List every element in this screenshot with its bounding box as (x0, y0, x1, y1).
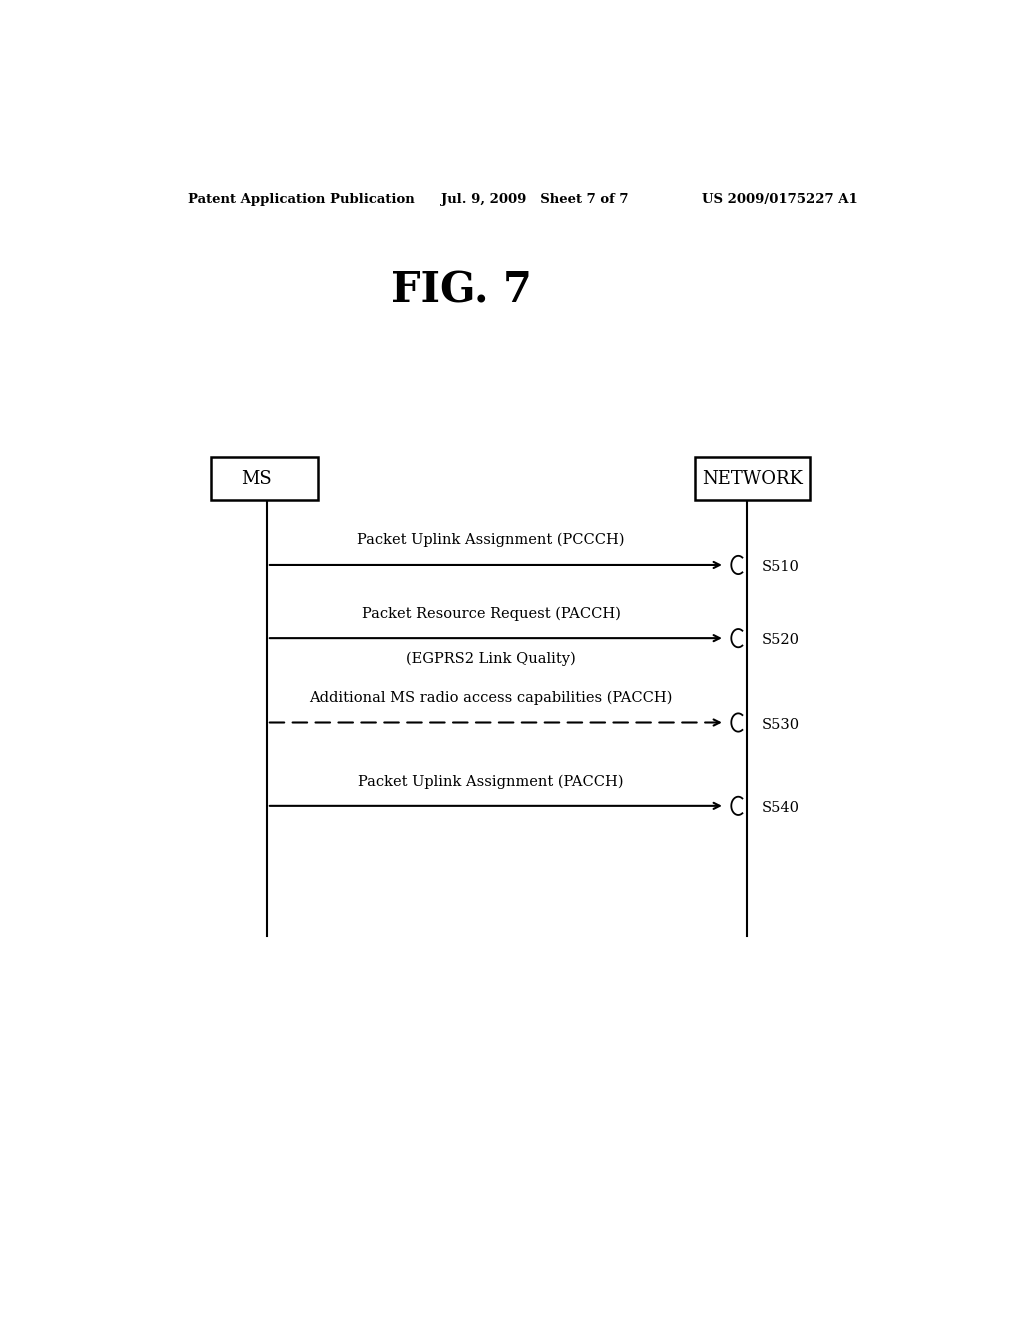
Text: US 2009/0175227 A1: US 2009/0175227 A1 (702, 193, 858, 206)
Text: FIG. 7: FIG. 7 (391, 269, 531, 312)
Text: Packet Resource Request (PACCH): Packet Resource Request (PACCH) (361, 606, 621, 620)
Text: (EGPRS2 Link Quality): (EGPRS2 Link Quality) (407, 651, 575, 665)
Bar (211, 457, 318, 500)
Text: S540: S540 (761, 801, 800, 814)
Text: Additional MS radio access capabilities (PACCH): Additional MS radio access capabilities … (309, 690, 673, 705)
Text: Packet Uplink Assignment (PACCH): Packet Uplink Assignment (PACCH) (358, 774, 624, 788)
Text: NETWORK: NETWORK (702, 470, 804, 487)
Text: Patent Application Publication: Patent Application Publication (187, 193, 415, 206)
Bar (695, 457, 811, 500)
Text: Packet Uplink Assignment (PCCCH): Packet Uplink Assignment (PCCCH) (357, 532, 625, 546)
Text: S510: S510 (761, 560, 799, 574)
Text: Jul. 9, 2009   Sheet 7 of 7: Jul. 9, 2009 Sheet 7 of 7 (441, 193, 629, 206)
Text: MS: MS (241, 470, 271, 487)
Text: S530: S530 (761, 718, 800, 731)
Text: S520: S520 (761, 634, 800, 647)
